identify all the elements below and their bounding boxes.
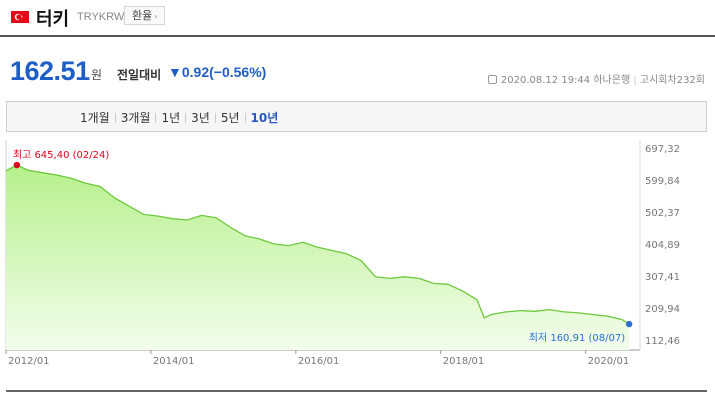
min-point-marker <box>625 320 633 328</box>
period-selector: 1개월 3개월 1년 3년 5년 10년 <box>6 101 707 132</box>
period-tab[interactable]: 5년 <box>220 111 240 125</box>
turkey-flag-icon <box>11 11 29 23</box>
max-label: 최고 645,40 (02/24) <box>13 149 109 161</box>
change-percent: (−0.56%) <box>209 64 267 80</box>
series-area <box>6 165 630 350</box>
bank-name: 하나은행 <box>593 75 631 86</box>
currency-code: TRYKRW <box>77 11 125 23</box>
y-tick-label: 502,37 <box>645 208 680 219</box>
change-value: ▼0.92(−0.56%) <box>168 64 266 80</box>
period-tab[interactable]: 3년 <box>191 111 210 125</box>
change-label: 전일대비 <box>117 68 162 82</box>
y-tick-label: 599,84 <box>645 176 680 187</box>
period-tabs: 1개월 3개월 1년 3년 5년 10년 <box>76 109 282 126</box>
category-button[interactable]: 환율 › <box>124 6 166 25</box>
period-separator <box>214 113 216 123</box>
x-tick-label: 2016/01 <box>298 356 340 367</box>
period-separator <box>244 113 246 123</box>
x-tick-label: 2018/01 <box>443 356 485 367</box>
price-unit: 원 <box>91 68 103 82</box>
current-price: 162.51 <box>10 56 90 86</box>
footer-divider <box>6 390 707 392</box>
period-tab[interactable]: 1개월 <box>80 111 110 125</box>
country-name: 터키 <box>36 9 70 30</box>
x-tick-label: 2020/01 <box>588 356 630 367</box>
chevron-right-icon: › <box>154 12 158 21</box>
header: 터키 TRYKRW 환율 › <box>0 0 715 35</box>
y-tick-label: 307,41 <box>645 272 680 283</box>
period-tab[interactable]: 3개월 <box>120 111 151 125</box>
meta-separator: | <box>633 75 637 86</box>
series-line <box>5 164 630 325</box>
x-tick-label: 2012/01 <box>8 356 50 367</box>
max-point-marker <box>13 161 21 169</box>
timestamp: 2020.08.12 19:44 <box>500 75 591 86</box>
period-tab[interactable]: 10년 <box>250 111 279 125</box>
header-divider <box>0 35 715 37</box>
y-tick-label: 112,46 <box>645 336 680 347</box>
y-tick-label: 404,89 <box>645 240 680 251</box>
y-tick-label: 697,32 <box>645 144 680 155</box>
period-separator <box>114 113 116 123</box>
min-label: 최저 160,91 (08/07) <box>529 332 625 344</box>
y-tick-label: 209,94 <box>645 304 680 315</box>
x-tick-label: 2014/01 <box>153 356 195 367</box>
period-separator <box>185 113 187 123</box>
category-label: 환율 <box>132 9 153 22</box>
exchange-rate-chart: 697,32 599,84 502,37 404,89 307,41 209,94 112,… <box>5 140 680 367</box>
period-separator <box>155 113 157 123</box>
calendar-icon <box>487 75 497 84</box>
change-amount: 0.92 <box>181 64 210 80</box>
notice-round: 고시회차232회 <box>639 75 705 86</box>
quote-meta: 2020.08.12 19:44 하나은행 | 고시회차232회 <box>487 71 705 86</box>
period-tab[interactable]: 1년 <box>161 111 181 125</box>
down-arrow-icon: ▼ <box>168 64 182 80</box>
